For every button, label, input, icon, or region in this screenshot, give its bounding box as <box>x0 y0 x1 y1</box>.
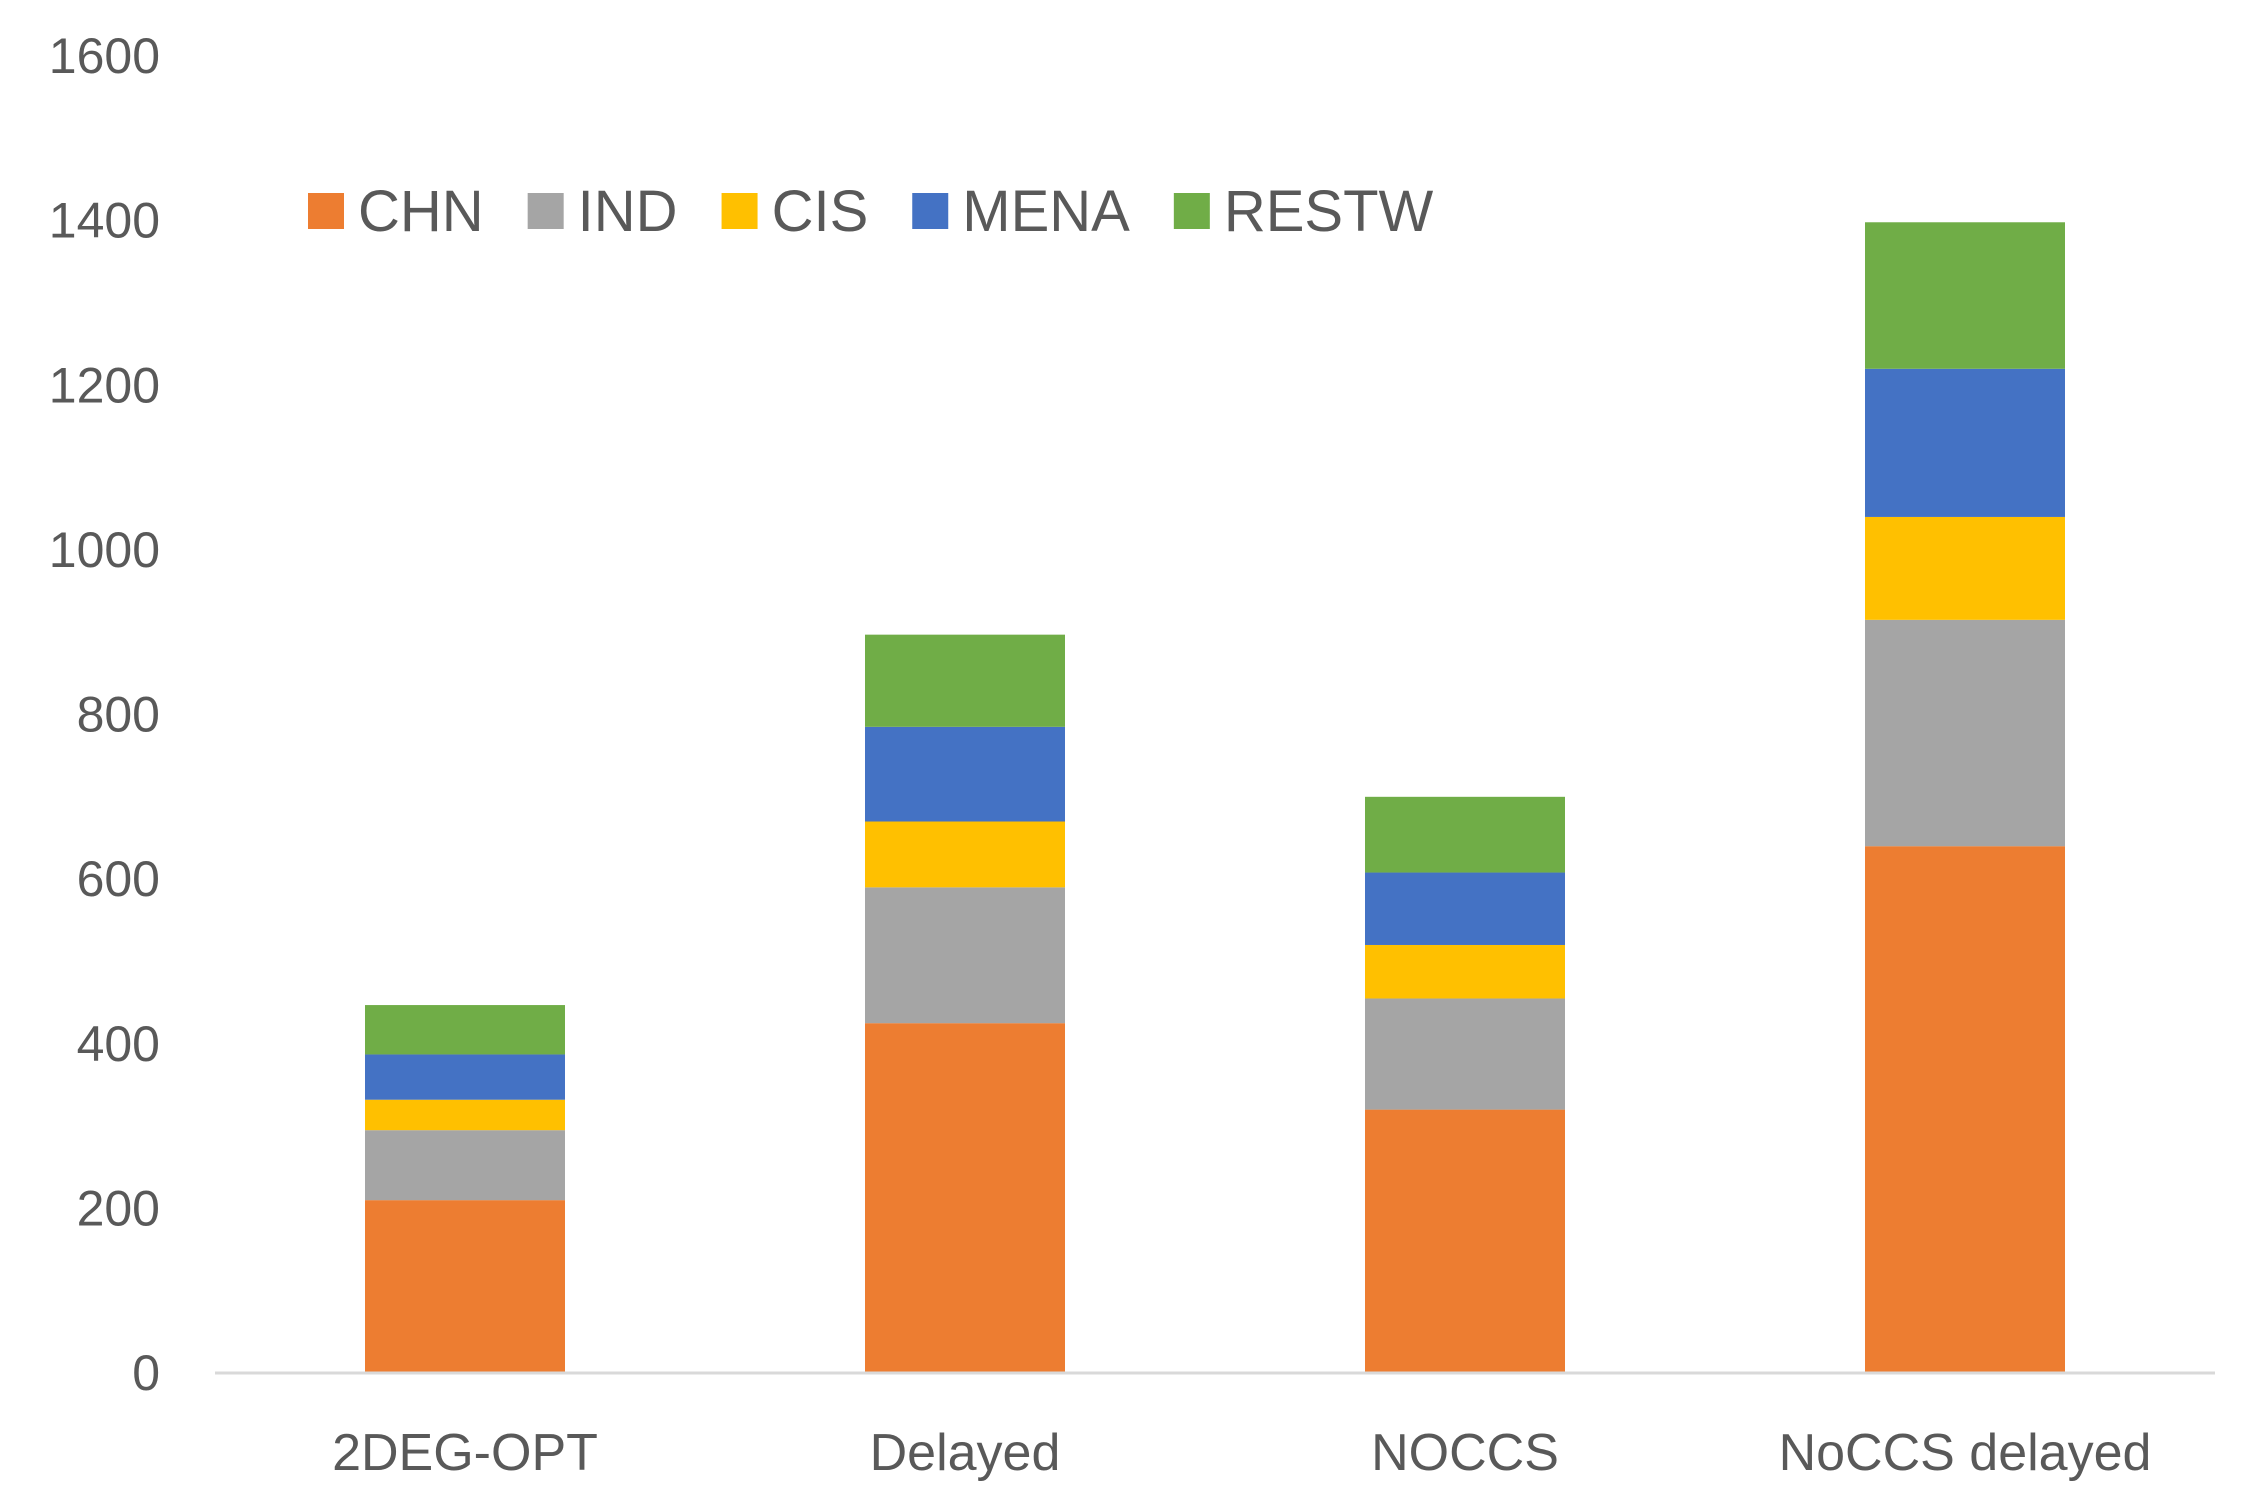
bar-segment-restw <box>1865 222 2065 369</box>
y-axis-tick-labels: 0 200 400 600 800 1000 1200 1400 1600 <box>49 28 160 1401</box>
y-tick-label: 0 <box>132 1345 160 1401</box>
legend-swatch <box>912 193 949 229</box>
legend-swatch <box>308 193 344 229</box>
bar-segment-mena <box>1865 368 2065 517</box>
bar-stack-delayed <box>865 634 1065 1373</box>
y-tick-label: 1000 <box>49 522 160 578</box>
legend-label: CIS <box>772 179 869 244</box>
bar-stacks <box>365 222 2065 1373</box>
y-tick-label: 400 <box>77 1016 160 1072</box>
y-tick-label: 200 <box>77 1180 160 1236</box>
legend-label: RESTW <box>1224 179 1434 244</box>
bar-stack-noccs-delayed <box>1865 222 2065 1373</box>
bar-segment-ind <box>365 1130 565 1201</box>
y-tick-label: 600 <box>77 851 160 907</box>
bar-segment-chn <box>1365 1109 1565 1373</box>
bar-segment-cis <box>1865 516 2065 620</box>
y-tick-label: 800 <box>77 687 160 743</box>
x-category-label: 2DEG-OPT <box>332 1424 598 1482</box>
x-category-label: Delayed <box>870 1424 1061 1482</box>
bar-segment-chn <box>1865 846 2065 1373</box>
bar-segment-ind <box>1865 619 2065 847</box>
bar-segment-cis <box>865 821 1065 888</box>
bar-stack-noccs <box>1365 796 1565 1373</box>
bar-segment-ind <box>1365 998 1565 1110</box>
bar-segment-chn <box>865 1023 1065 1373</box>
bar-segment-restw <box>365 1005 565 1055</box>
y-tick-label: 1200 <box>49 357 160 413</box>
legend-item-cis: CIS <box>721 179 869 244</box>
legend-item-chn: CHN <box>308 179 484 244</box>
legend-swatch <box>527 193 564 229</box>
y-tick-label: 1400 <box>49 193 160 249</box>
legend-item-mena: MENA <box>912 179 1130 244</box>
bar-segment-mena <box>865 726 1065 822</box>
bar-segment-restw <box>1365 796 1565 873</box>
legend-swatch <box>721 193 758 229</box>
bar-segment-mena <box>1365 872 1565 945</box>
bar-segment-cis <box>365 1099 565 1131</box>
bar-segment-mena <box>365 1054 565 1100</box>
legend-item-ind: IND <box>527 179 678 244</box>
x-category-label: NOCCS <box>1371 1424 1559 1482</box>
legend-label: CHN <box>358 179 484 244</box>
bar-segment-ind <box>865 887 1065 1024</box>
bar-stack-2deg-opt <box>365 1005 565 1373</box>
legend-item-restw: RESTW <box>1173 179 1434 244</box>
bar-segment-restw <box>865 634 1065 727</box>
legend-label: IND <box>578 179 678 244</box>
bar-segment-cis <box>1365 944 1565 999</box>
y-tick-label: 1600 <box>49 28 160 84</box>
legend: CHN IND CIS MENA RESTW <box>308 179 1434 244</box>
legend-swatch <box>1173 193 1210 229</box>
legend-label: MENA <box>962 179 1130 244</box>
bar-segment-chn <box>365 1200 565 1373</box>
x-category-label: NoCCS delayed <box>1779 1424 2152 1482</box>
x-axis-category-labels: 2DEG-OPT Delayed NOCCS NoCCS delayed <box>332 1424 2151 1482</box>
